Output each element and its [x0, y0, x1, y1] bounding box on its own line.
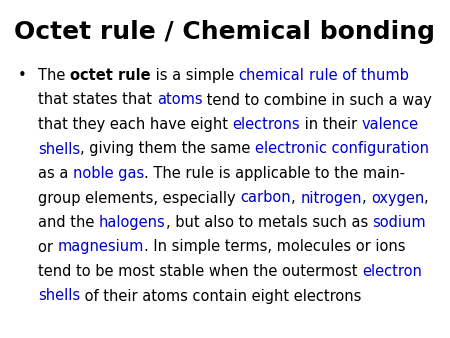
Text: and the: and the: [38, 215, 99, 230]
Text: shells: shells: [38, 289, 80, 304]
Text: . The rule is applicable to the main-: . The rule is applicable to the main-: [144, 166, 405, 181]
Text: The: The: [38, 68, 70, 83]
Text: ,: ,: [362, 191, 371, 206]
Text: shells: shells: [38, 142, 80, 156]
Text: tend to combine in such a way: tend to combine in such a way: [202, 93, 432, 107]
Text: is a simple: is a simple: [151, 68, 238, 83]
Text: , giving them the same: , giving them the same: [80, 142, 255, 156]
Text: electronic configuration: electronic configuration: [255, 142, 429, 156]
Text: as a: as a: [38, 166, 73, 181]
Text: Octet rule / Chemical bonding: Octet rule / Chemical bonding: [14, 20, 436, 44]
Text: tend to be most stable when the outermost: tend to be most stable when the outermos…: [38, 264, 362, 279]
Text: electron: electron: [362, 264, 422, 279]
Text: . In simple terms, molecules or ions: . In simple terms, molecules or ions: [144, 240, 405, 255]
Text: sodium: sodium: [373, 215, 426, 230]
Text: in their: in their: [300, 117, 362, 132]
Text: of their atoms contain eight electrons: of their atoms contain eight electrons: [80, 289, 361, 304]
Text: magnesium: magnesium: [58, 240, 144, 255]
Text: •: •: [18, 68, 27, 83]
Text: noble gas: noble gas: [73, 166, 144, 181]
Text: halogens: halogens: [99, 215, 166, 230]
Text: oxygen: oxygen: [371, 191, 424, 206]
Text: rule of thumb: rule of thumb: [309, 68, 409, 83]
Text: , but also to metals such as: , but also to metals such as: [166, 215, 373, 230]
Text: group elements, especially: group elements, especially: [38, 191, 240, 206]
Text: atoms: atoms: [157, 93, 202, 107]
Text: or: or: [38, 240, 58, 255]
Text: valence: valence: [362, 117, 419, 132]
Text: that they each have eight: that they each have eight: [38, 117, 233, 132]
Text: ,: ,: [424, 191, 429, 206]
Text: chemical: chemical: [238, 68, 304, 83]
Text: carbon: carbon: [240, 191, 291, 206]
Text: that states that: that states that: [38, 93, 157, 107]
Text: ,: ,: [291, 191, 300, 206]
Text: nitrogen: nitrogen: [300, 191, 362, 206]
Text: octet rule: octet rule: [70, 68, 151, 83]
Text: electrons: electrons: [233, 117, 300, 132]
